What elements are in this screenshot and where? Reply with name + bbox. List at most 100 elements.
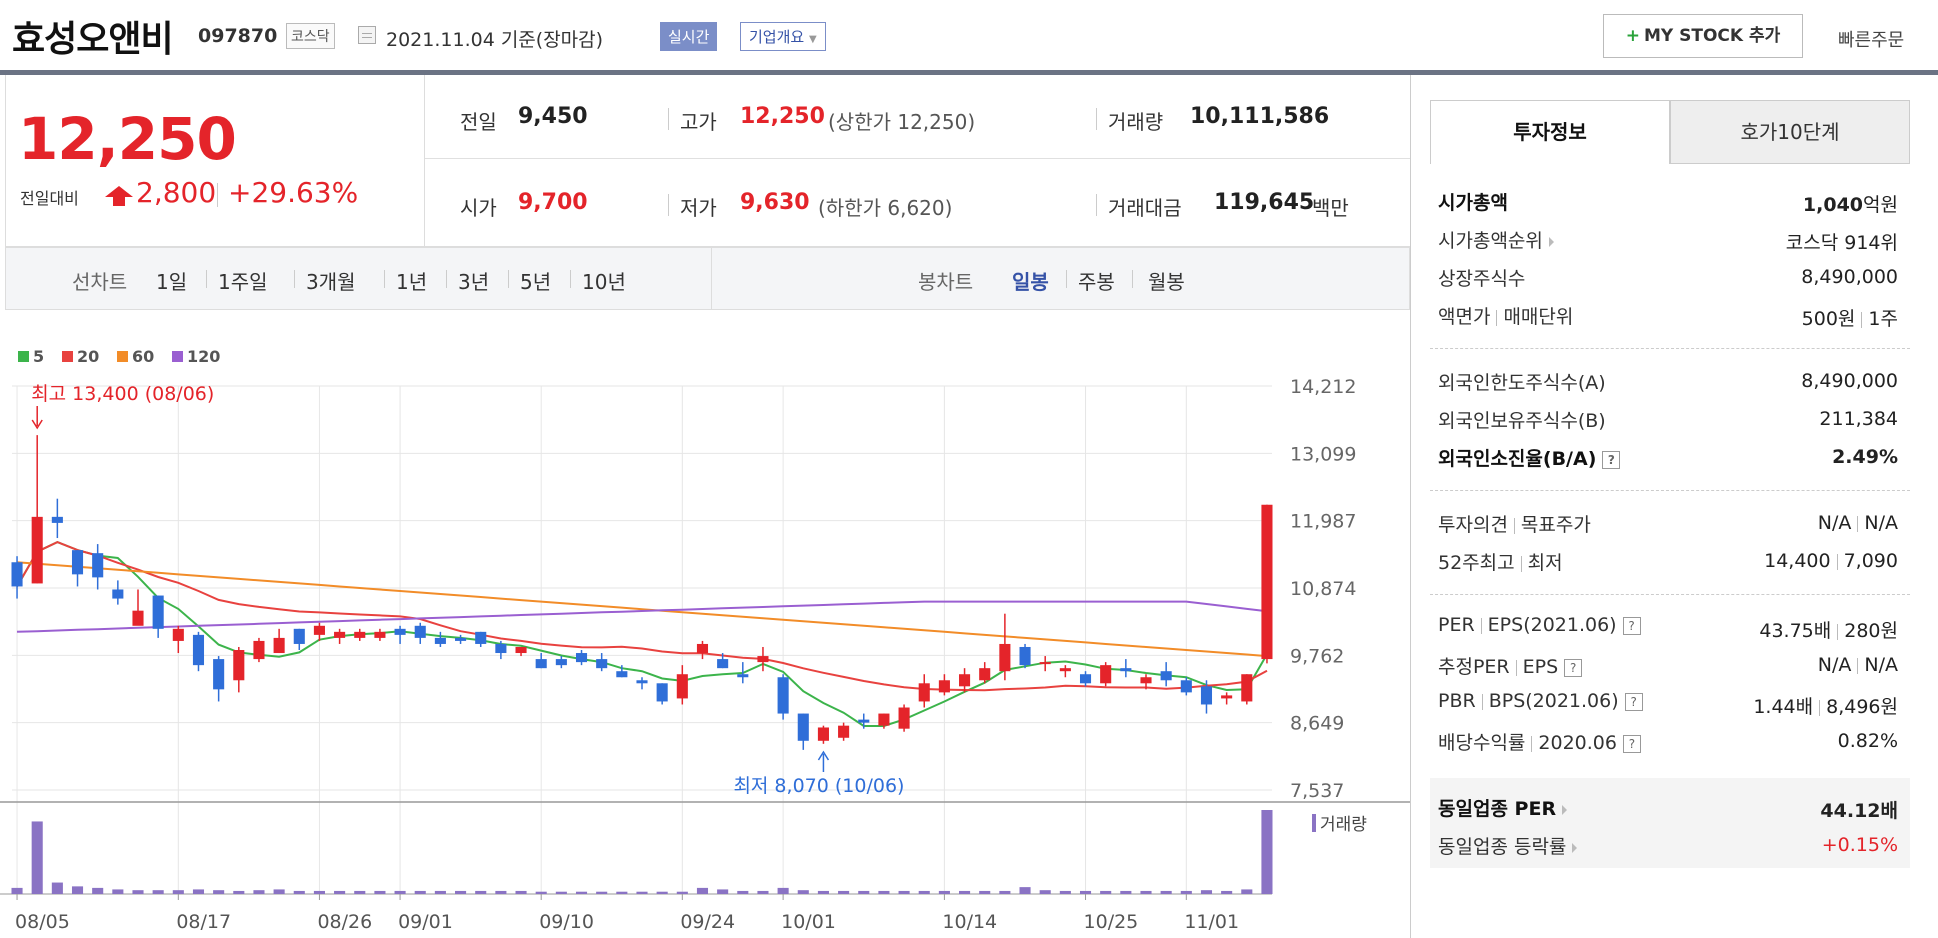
industry-per-label[interactable]: 동일업종 PER xyxy=(1438,794,1568,821)
legend-swatch-5 xyxy=(18,351,29,362)
group-separator xyxy=(1430,490,1910,491)
high-value: 12,250 xyxy=(740,104,825,129)
candle-body xyxy=(1180,680,1192,693)
volume-bar xyxy=(777,887,789,894)
candle-body xyxy=(313,625,325,635)
candle-body xyxy=(1019,646,1031,666)
toolbar-divider xyxy=(711,248,712,309)
period-1d[interactable]: 1일 xyxy=(156,270,188,294)
high-arrow-head xyxy=(31,419,43,430)
candle-body xyxy=(575,653,588,663)
amount-unit: 백만 xyxy=(1312,196,1349,220)
candle-body xyxy=(1079,674,1092,684)
high-label: 고가 xyxy=(680,110,717,134)
volume-legend-swatch xyxy=(1312,814,1316,832)
pbr-value: 1.44배 8,496원 xyxy=(1753,696,1898,718)
candle-body xyxy=(253,640,265,660)
quick-order-link[interactable]: 빠른주문 xyxy=(1838,30,1905,51)
calendar-icon xyxy=(358,26,376,44)
y-tick-label: 14,212 xyxy=(1290,376,1356,398)
candle-body xyxy=(797,713,809,741)
foreign-hold-row: 외국인보유주식수(B) 211,384 xyxy=(1430,402,1910,438)
volume-bar xyxy=(1241,889,1253,894)
help-icon[interactable]: ? xyxy=(1624,692,1643,711)
add-my-stock-button[interactable]: + MY STOCK 추가 xyxy=(1603,14,1803,58)
candle-body xyxy=(1120,668,1132,672)
quote-separator xyxy=(1096,108,1097,130)
market-cap-rank-value: 코스닥 914위 xyxy=(1785,232,1898,254)
volume-bar xyxy=(515,890,527,894)
candle-body xyxy=(838,725,850,738)
current-price-box: 12,250 전일대비 2,800 +29.63% xyxy=(5,75,425,247)
industry-change-label[interactable]: 동일업종 등락률 xyxy=(1438,832,1578,859)
industry-change-value: +0.15% xyxy=(1821,834,1898,856)
price-chart[interactable]: 14,212 13,099 11,987 10,874 9,762 8,649 7,537 0… xyxy=(0,347,1410,938)
candle-weekly[interactable]: 주봉 xyxy=(1078,270,1115,294)
help-icon[interactable]: ? xyxy=(1564,658,1583,677)
toolbar-separator xyxy=(508,270,509,288)
volume-bar xyxy=(1059,890,1071,894)
volume-bar xyxy=(1200,890,1213,894)
candle-body xyxy=(354,631,366,638)
volume-bar xyxy=(898,890,910,894)
help-icon[interactable]: ? xyxy=(1622,616,1641,635)
dividend-row: 배당수익률 2020.06? 0.82% xyxy=(1430,724,1910,760)
period-3m[interactable]: 3개월 xyxy=(306,270,356,294)
quote-grid-divider xyxy=(425,158,1410,159)
toolbar-separator xyxy=(1066,270,1067,288)
open-label: 시가 xyxy=(460,196,497,220)
foreign-ratio-value: 2.49% xyxy=(1832,446,1898,468)
week52-row: 52주최고 최저 14,400 7,090 xyxy=(1430,544,1910,580)
industry-per-row: 동일업종 PER 44.12배 xyxy=(1430,790,1910,826)
company-overview-button[interactable]: 기업개요 ▼ xyxy=(740,22,826,51)
change-separator xyxy=(217,183,218,207)
volume-bar xyxy=(817,890,829,894)
legend-label-5: 5 xyxy=(33,350,44,366)
period-1w[interactable]: 1주일 xyxy=(218,270,268,294)
quote-grid xyxy=(425,75,1410,247)
help-icon[interactable]: ? xyxy=(1622,734,1641,753)
candle-body xyxy=(475,631,487,644)
candle-body xyxy=(938,680,950,693)
dividend-value: 0.82% xyxy=(1837,730,1898,752)
change-label: 전일대비 xyxy=(20,189,79,208)
candle-body xyxy=(656,683,668,702)
volume-bar xyxy=(1039,890,1051,894)
volume-label: 거래량 xyxy=(1108,110,1164,134)
candle-body xyxy=(374,631,386,638)
candle-body xyxy=(11,562,23,587)
chevron-down-icon: ▼ xyxy=(808,34,817,45)
legend-swatch-60 xyxy=(117,351,128,362)
candle-body xyxy=(1241,674,1253,702)
toolbar-separator xyxy=(1132,270,1133,288)
volume-bar xyxy=(434,890,446,894)
volume-bar xyxy=(918,890,930,894)
tab-order-book[interactable]: 호가10단계 xyxy=(1670,100,1910,164)
x-tick-label: 09/24 xyxy=(680,911,735,933)
candle-daily[interactable]: 일봉 xyxy=(1012,270,1049,294)
help-icon[interactable]: ? xyxy=(1602,450,1621,469)
candle-body xyxy=(999,643,1011,672)
low-value: 9,630 xyxy=(740,190,810,215)
period-5y[interactable]: 5년 xyxy=(520,270,552,294)
realtime-button[interactable]: 실시간 xyxy=(660,22,718,51)
candle-body xyxy=(616,671,628,678)
candle-monthly[interactable]: 월봉 xyxy=(1148,270,1185,294)
foreign-ratio-label: 외국인소진율(B/A)? xyxy=(1438,444,1621,471)
candle-body xyxy=(918,683,930,702)
candle-body xyxy=(112,589,124,599)
volume-bar xyxy=(51,882,63,894)
period-10y[interactable]: 10년 xyxy=(582,270,626,294)
volume-bar xyxy=(616,891,628,894)
period-1y[interactable]: 1년 xyxy=(396,270,428,294)
market-cap-rank-label[interactable]: 시가총액순위 xyxy=(1438,226,1554,253)
volume-bar xyxy=(717,889,729,894)
est-per-value: N/A N/A xyxy=(1817,654,1898,676)
period-3y[interactable]: 3년 xyxy=(458,270,490,294)
quote-separator xyxy=(668,108,669,130)
volume-bar xyxy=(938,890,950,894)
volume-bar xyxy=(676,891,688,894)
candle-body xyxy=(1261,504,1273,660)
industry-change-row: 동일업종 등락률 +0.15% xyxy=(1430,828,1910,864)
tab-invest-info[interactable]: 투자정보 xyxy=(1430,100,1670,164)
